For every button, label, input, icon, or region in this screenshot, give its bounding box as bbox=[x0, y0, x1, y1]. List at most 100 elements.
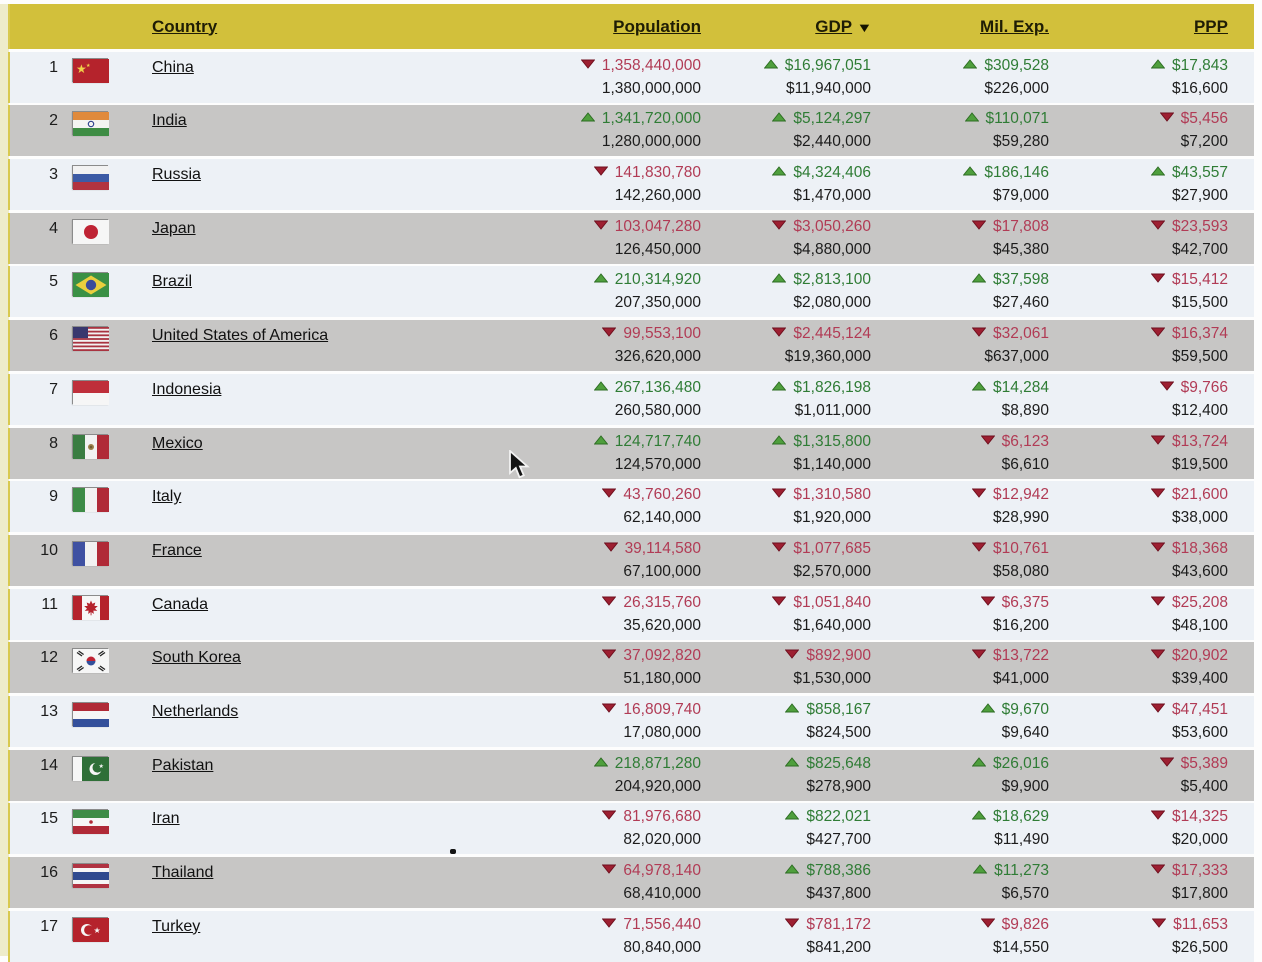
table-row: 16 Thailand 64,978,140 68,410,000 $788,386… bbox=[8, 857, 1254, 908]
mil-exp-cell: $9,826 $14,550 bbox=[871, 911, 1049, 962]
country-link[interactable]: South Korea bbox=[152, 649, 241, 667]
previous-value: $226,000 bbox=[984, 79, 1049, 97]
ppp-cell: $17,333 $17,800 bbox=[1049, 857, 1228, 908]
country-link[interactable]: France bbox=[152, 541, 202, 559]
flag-cell bbox=[58, 481, 118, 532]
trend-down-icon bbox=[1159, 754, 1175, 772]
previous-value: $2,440,000 bbox=[793, 133, 871, 151]
current-value: $10,761 bbox=[992, 539, 1049, 557]
trend-up-icon bbox=[971, 807, 987, 825]
trend-down-icon bbox=[601, 861, 617, 879]
previous-value: 35,620,000 bbox=[623, 616, 701, 634]
gdp-sort-link[interactable]: GDP bbox=[815, 16, 853, 36]
column-header-ppp[interactable]: PPP bbox=[1049, 17, 1228, 37]
previous-value: $53,600 bbox=[1171, 723, 1228, 741]
current-value: $2,445,124 bbox=[793, 325, 871, 343]
country-sort-link[interactable]: Country bbox=[152, 16, 218, 36]
previous-value: $637,000 bbox=[984, 348, 1049, 366]
flag-cell bbox=[58, 696, 118, 747]
country-cell: Pakistan bbox=[118, 750, 489, 801]
country-link[interactable]: Netherlands bbox=[152, 702, 239, 720]
trend-up-icon bbox=[962, 56, 978, 74]
country-cell: India bbox=[118, 105, 489, 156]
country-link[interactable]: Iran bbox=[152, 810, 180, 828]
mil-exp-cell: $13,722 $41,000 bbox=[871, 642, 1049, 693]
trend-down-icon bbox=[1150, 861, 1166, 879]
country-link[interactable]: Turkey bbox=[152, 917, 201, 935]
current-value: 64,978,140 bbox=[623, 862, 701, 880]
mil-exp-cell: $6,375 $16,200 bbox=[871, 589, 1049, 640]
table-body: 1 ★ ★ China 1,358,440,000 1,380,000,000 $16… bbox=[8, 51, 1254, 962]
flag-cell: ★ bbox=[58, 750, 118, 801]
ppp-sort-link[interactable]: PPP bbox=[1193, 16, 1228, 36]
current-value: 71,556,440 bbox=[623, 915, 701, 933]
trend-down-icon bbox=[1159, 378, 1175, 396]
current-value: $17,333 bbox=[1171, 862, 1228, 880]
svg-text:★: ★ bbox=[86, 63, 91, 69]
trend-down-icon bbox=[784, 646, 800, 664]
table-row: 3 Russia 141,830,780 142,260,000 $4,324,40… bbox=[8, 159, 1254, 211]
mil-exp-cell: $14,284 $8,890 bbox=[871, 374, 1049, 425]
country-link[interactable]: Canada bbox=[152, 595, 209, 613]
column-header-gdp[interactable]: GDP ▼ bbox=[701, 16, 872, 37]
trend-down-icon bbox=[593, 163, 609, 181]
flag-cell bbox=[58, 159, 118, 210]
ppp-cell: $14,325 $20,000 bbox=[1049, 803, 1228, 854]
trend-up-icon bbox=[593, 378, 609, 396]
country-link[interactable]: Italy bbox=[152, 488, 182, 506]
country-link[interactable]: United States of America bbox=[152, 327, 329, 345]
country-link[interactable]: China bbox=[152, 58, 194, 76]
previous-value: $11,940,000 bbox=[785, 79, 871, 97]
current-value: 37,092,820 bbox=[623, 647, 701, 665]
population-sort-link[interactable]: Population bbox=[613, 16, 701, 36]
flag-cell bbox=[58, 266, 118, 317]
previous-value: $2,570,000 bbox=[793, 562, 871, 580]
rank-cell: 16 bbox=[40, 864, 58, 881]
previous-value: 82,020,000 bbox=[623, 831, 701, 849]
current-value: $11,273 bbox=[994, 862, 1049, 880]
country-cell: Italy bbox=[118, 481, 489, 532]
country-link[interactable]: Russia bbox=[152, 166, 201, 184]
table-row: 11 Canada 26,315,760 35,620,000 $1,051,840… bbox=[8, 588, 1254, 640]
current-value: $781,172 bbox=[806, 915, 871, 933]
column-header-country[interactable]: Country bbox=[118, 17, 489, 37]
column-header-population[interactable]: Population bbox=[489, 17, 701, 37]
rank-cell: 13 bbox=[40, 702, 58, 720]
column-header-mil-exp[interactable]: Mil. Exp. bbox=[871, 17, 1049, 37]
country-link[interactable]: Pakistan bbox=[152, 756, 214, 774]
country-link[interactable]: India bbox=[152, 112, 187, 130]
current-value: $1,077,685 bbox=[793, 539, 871, 557]
country-link[interactable]: Mexico bbox=[152, 434, 203, 452]
table-row: 17 ★ Turkey 71,556,440 80,840,000 $781,172… bbox=[8, 910, 1254, 962]
country-link[interactable]: Japan bbox=[152, 219, 196, 237]
rank-cell: 6 bbox=[49, 327, 58, 345]
trend-down-icon bbox=[980, 915, 996, 933]
table-row: 13 Netherlands 16,809,740 17,080,000 $858,… bbox=[8, 695, 1254, 747]
trend-up-icon bbox=[972, 861, 988, 879]
current-value: $18,368 bbox=[1171, 539, 1228, 557]
country-link[interactable]: Thailand bbox=[152, 864, 214, 881]
current-value: $2,813,100 bbox=[793, 271, 871, 289]
trend-down-icon bbox=[971, 324, 987, 342]
current-value: 99,553,100 bbox=[623, 325, 701, 343]
table-row: 4 Japan 103,047,280 126,450,000 $3,050,260… bbox=[8, 212, 1254, 264]
country-link[interactable]: Indonesia bbox=[152, 380, 222, 398]
current-value: 218,871,280 bbox=[614, 754, 701, 772]
previous-value: $9,640 bbox=[1001, 723, 1049, 741]
trend-up-icon bbox=[580, 109, 596, 127]
current-value: 81,976,680 bbox=[623, 808, 701, 826]
country-link[interactable]: Brazil bbox=[152, 273, 193, 291]
rank-cell: 10 bbox=[40, 541, 58, 559]
trend-down-icon bbox=[601, 485, 617, 503]
ppp-cell: $18,368 $43,600 bbox=[1049, 535, 1228, 586]
country-cell: Indonesia bbox=[118, 374, 489, 425]
current-value: 26,315,760 bbox=[623, 593, 701, 611]
current-value: $23,593 bbox=[1171, 217, 1228, 235]
ppp-cell: $9,766 $12,400 bbox=[1049, 374, 1228, 425]
previous-value: 124,570,000 bbox=[614, 455, 701, 473]
trend-up-icon bbox=[784, 861, 800, 879]
mil-exp-sort-link[interactable]: Mil. Exp. bbox=[980, 16, 1049, 36]
previous-value: $28,990 bbox=[992, 509, 1049, 527]
ppp-cell: $13,724 $19,500 bbox=[1049, 428, 1228, 479]
previous-value: 68,410,000 bbox=[623, 885, 701, 902]
